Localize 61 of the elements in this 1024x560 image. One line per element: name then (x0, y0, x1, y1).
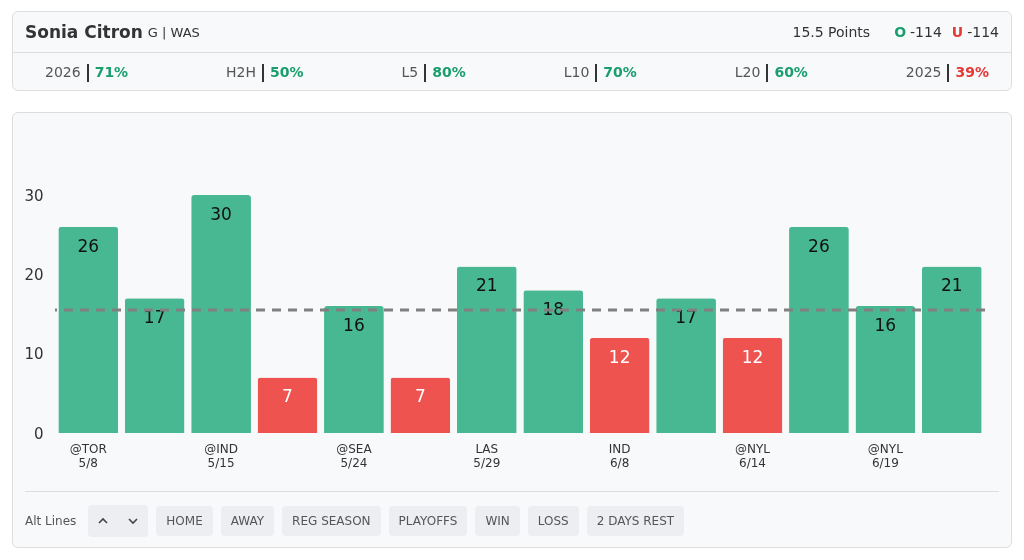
data-label: 21 (940, 275, 963, 296)
text: 15.5 Points (792, 24, 871, 40)
x-tick-label: IND 6/8 (608, 441, 631, 470)
x-tick-label: @TOR 5/8 (69, 441, 107, 470)
bar (789, 226, 849, 433)
text: WIN (475, 506, 520, 536)
y-tick-label: 20 (24, 265, 44, 284)
bar (456, 266, 517, 433)
text: L5 (401, 64, 419, 80)
text: PLAYOFFS (388, 506, 468, 536)
bar (921, 266, 982, 433)
data-label: 7 (414, 386, 426, 407)
y-tick-label: 0 (33, 424, 44, 443)
bar (656, 298, 716, 433)
text: O -114 (894, 24, 942, 40)
bar (390, 377, 451, 433)
data-label: 12 (741, 346, 764, 367)
data-label: 30 (210, 204, 232, 224)
bar (722, 337, 783, 433)
bar (124, 298, 185, 433)
x-tick-label: @SEA 5/24 (336, 441, 373, 470)
bar (191, 195, 251, 433)
text: Alt Lines (25, 514, 77, 528)
text: 70% (603, 64, 637, 80)
data-label: 16 (874, 315, 897, 336)
bar (257, 377, 318, 433)
x-tick-label: @NYL 6/19 (867, 441, 904, 470)
bar (855, 306, 916, 433)
data-label: 26 (77, 235, 100, 256)
text: 2026 (45, 64, 81, 80)
data-label: 16 (343, 315, 365, 336)
text: 71% (94, 64, 129, 80)
text: 39% (955, 64, 989, 80)
text: 50% (270, 64, 304, 80)
text: L20 (734, 64, 761, 80)
x-tick-label: LAS 5/29 (473, 441, 501, 470)
text: H2H (226, 64, 257, 80)
text: LOSS (527, 506, 579, 536)
text: HOME (156, 506, 213, 536)
bar (523, 290, 584, 433)
x-tick-label: @IND 5/15 (204, 441, 238, 470)
data-label: 12 (608, 346, 631, 367)
x-tick-label: @NYL 6/14 (735, 441, 771, 470)
text: AWAY (220, 506, 275, 536)
bar (58, 226, 119, 433)
text: 2025 (905, 64, 942, 80)
chart-subtitle: G | WAS (147, 24, 200, 40)
data-label: 21 (475, 275, 498, 296)
text: U -114 (951, 24, 999, 40)
y-tick-label: 30 (24, 186, 44, 205)
data-label: 7 (282, 386, 293, 407)
text: REG SEASON (282, 506, 381, 536)
bar (324, 306, 384, 433)
chart-title: Sonia Citron (25, 22, 143, 42)
text: 60% (774, 64, 808, 80)
text: 80% (432, 64, 466, 80)
y-tick-label: 10 (24, 345, 44, 364)
text: L10 (563, 64, 590, 80)
bar (589, 337, 650, 433)
data-label: 26 (808, 235, 830, 256)
text: 2 DAYS REST (586, 506, 685, 536)
